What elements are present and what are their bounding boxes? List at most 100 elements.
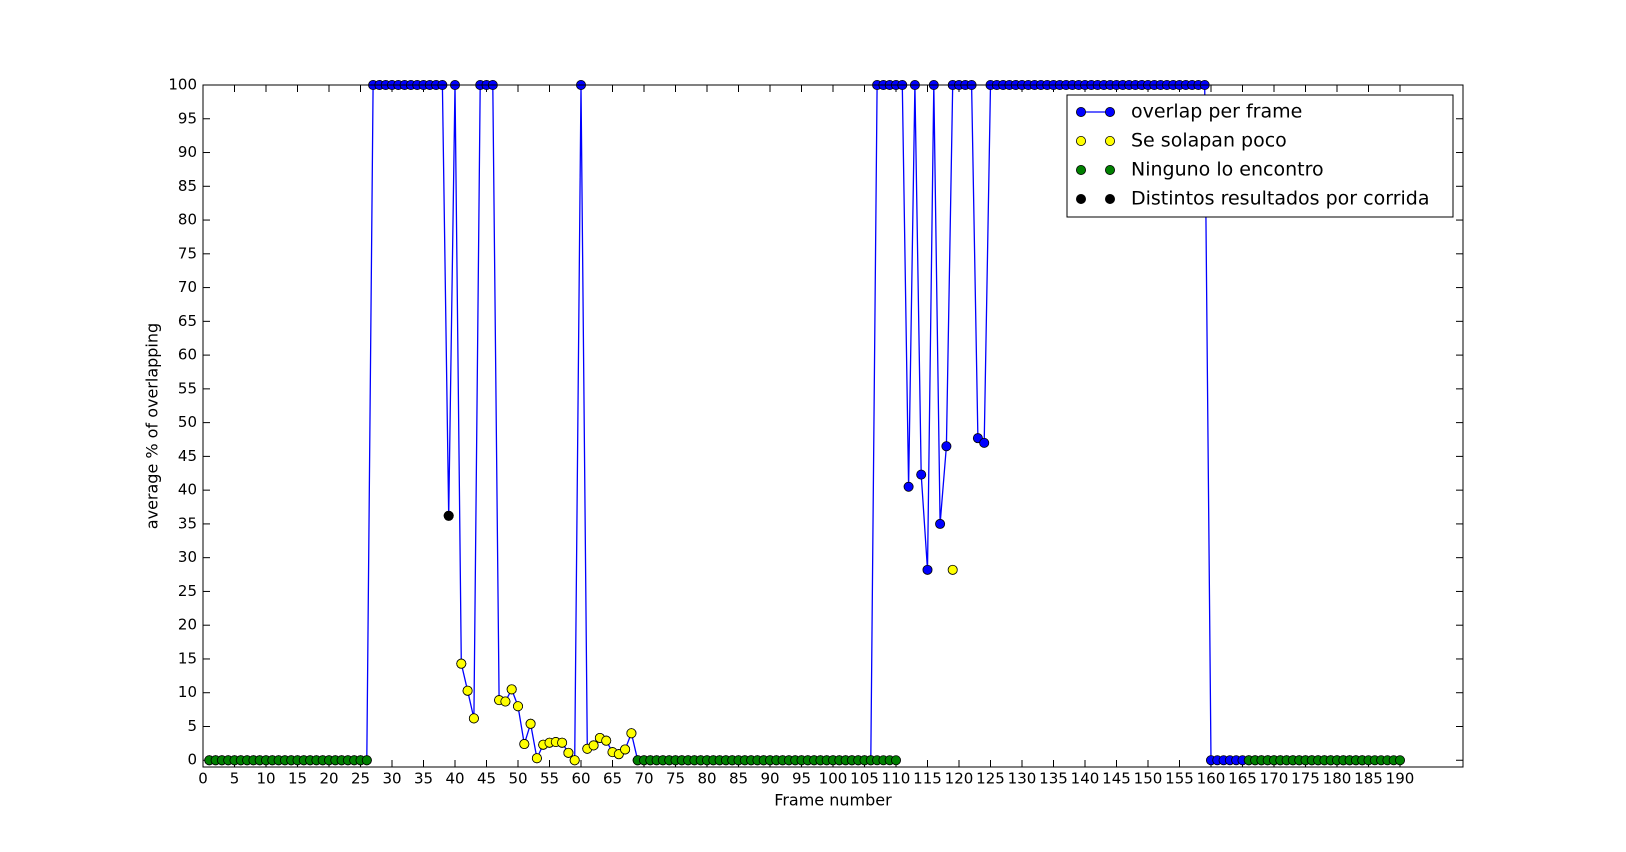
x-tick-label: 10	[256, 770, 275, 788]
y-tick-label: 95	[178, 109, 197, 127]
legend-marker	[1105, 135, 1116, 146]
data-point	[941, 441, 952, 452]
x-tick-label: 165	[1228, 770, 1257, 788]
legend-marker	[1076, 107, 1087, 118]
x-tick-label: 180	[1323, 770, 1352, 788]
legend-marker	[1076, 164, 1087, 175]
y-tick-label: 55	[178, 379, 197, 397]
y-tick-label: 90	[178, 143, 197, 161]
legend-label: Se solapan poco	[1131, 130, 1287, 152]
x-tick-label: 155	[1165, 770, 1194, 788]
data-point	[922, 564, 933, 575]
x-tick-label: 65	[603, 770, 622, 788]
x-tick-label: 120	[945, 770, 974, 788]
x-tick-label: 170	[1260, 770, 1289, 788]
legend-label: Distintos resultados por corrida	[1131, 188, 1430, 210]
x-tick-label: 140	[1071, 770, 1100, 788]
data-point	[563, 747, 574, 758]
x-tick-label: 55	[540, 770, 559, 788]
y-tick-label: 65	[178, 312, 197, 330]
x-tick-label: 185	[1354, 770, 1383, 788]
y-tick-label: 0	[187, 751, 197, 769]
x-tick-label: 25	[351, 770, 370, 788]
y-tick-label: 60	[178, 346, 197, 364]
data-point	[891, 755, 902, 766]
data-point	[620, 744, 631, 755]
x-tick-label: 50	[508, 770, 527, 788]
data-point	[935, 518, 946, 529]
y-tick-label: 25	[178, 582, 197, 600]
data-point	[588, 740, 599, 751]
y-tick-label: 100	[168, 76, 197, 94]
data-point	[903, 481, 914, 492]
y-tick-label: 85	[178, 177, 197, 195]
x-tick-label: 70	[634, 770, 653, 788]
x-tick-label: 110	[882, 770, 911, 788]
x-tick-label: 40	[445, 770, 464, 788]
data-point	[513, 701, 524, 712]
y-tick-label: 40	[178, 481, 197, 499]
y-tick-label: 70	[178, 278, 197, 296]
data-point	[500, 696, 511, 707]
x-tick-label: 30	[382, 770, 401, 788]
y-tick-label: 20	[178, 616, 197, 634]
x-tick-label: 45	[477, 770, 496, 788]
y-tick-label: 35	[178, 514, 197, 532]
y-tick-label: 10	[178, 683, 197, 701]
data-point	[557, 737, 568, 748]
x-tick-label: 80	[697, 770, 716, 788]
data-point	[626, 728, 637, 739]
y-tick-label: 30	[178, 548, 197, 566]
data-point	[468, 713, 479, 724]
data-point	[947, 564, 958, 575]
x-tick-label: 105	[850, 770, 879, 788]
y-tick-label: 15	[178, 649, 197, 667]
legend-label: Ninguno lo encontro	[1131, 159, 1324, 181]
data-point	[531, 753, 542, 764]
x-tick-label: 100	[819, 770, 848, 788]
data-point	[601, 735, 612, 746]
y-tick-label: 80	[178, 211, 197, 229]
data-point	[506, 684, 517, 695]
x-axis-label: Frame number	[774, 791, 892, 810]
legend-marker	[1105, 164, 1116, 175]
data-point	[916, 469, 927, 480]
x-tick-label: 95	[792, 770, 811, 788]
axes-frame	[202, 84, 1464, 768]
x-tick-label: 5	[230, 770, 240, 788]
x-tick-label: 160	[1197, 770, 1226, 788]
data-point	[456, 658, 467, 669]
x-tick-label: 0	[198, 770, 208, 788]
data-point	[462, 685, 473, 696]
data-point	[1395, 755, 1406, 766]
data-point	[569, 755, 580, 766]
y-axis-label: average % of overlapping	[143, 323, 162, 529]
y-tick-label: 75	[178, 244, 197, 262]
legend-box	[1066, 94, 1454, 218]
x-tick-label: 90	[760, 770, 779, 788]
x-tick-label: 35	[414, 770, 433, 788]
data-point	[525, 718, 536, 729]
x-tick-label: 15	[288, 770, 307, 788]
y-tick-label: 50	[178, 413, 197, 431]
data-point	[979, 437, 990, 448]
x-tick-label: 115	[913, 770, 942, 788]
legend-marker	[1105, 107, 1116, 118]
x-tick-label: 20	[319, 770, 338, 788]
legend-marker	[1076, 193, 1087, 204]
x-tick-label: 130	[1008, 770, 1037, 788]
x-tick-label: 125	[976, 770, 1005, 788]
legend-marker	[1076, 135, 1087, 146]
data-point	[519, 739, 530, 750]
y-tick-label: 5	[187, 717, 197, 735]
x-tick-label: 150	[1134, 770, 1163, 788]
legend-marker	[1105, 193, 1116, 204]
x-tick-label: 85	[729, 770, 748, 788]
y-tick-label: 45	[178, 447, 197, 465]
data-point	[443, 510, 454, 521]
x-tick-label: 60	[571, 770, 590, 788]
data-point	[361, 755, 372, 766]
legend-label: overlap per frame	[1131, 101, 1302, 123]
